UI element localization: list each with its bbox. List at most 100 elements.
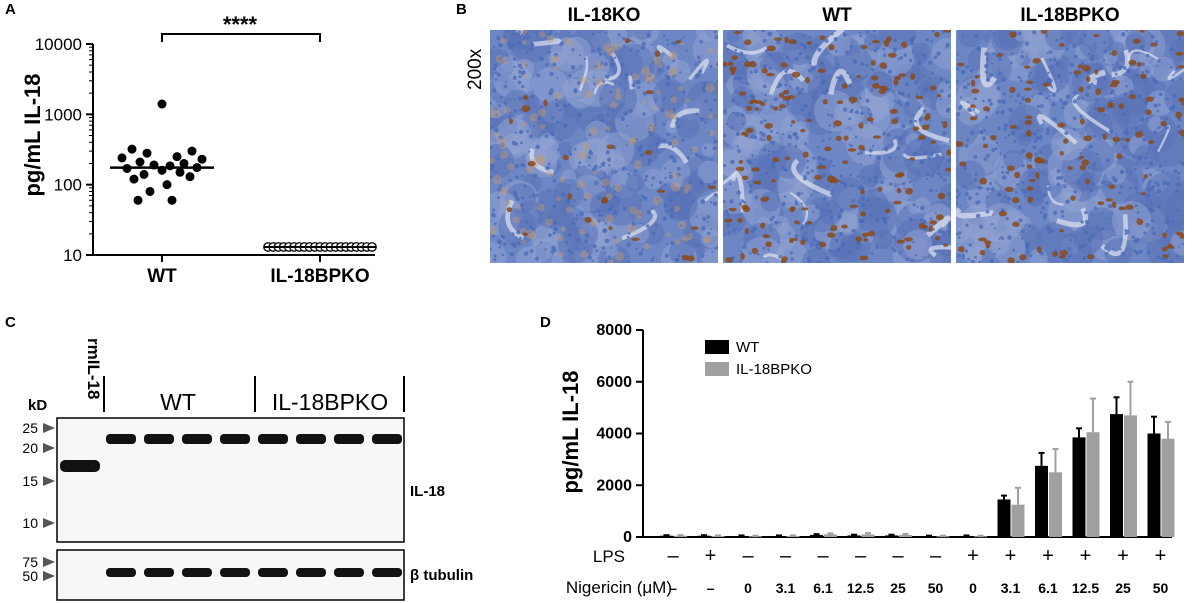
nucleus [1052, 93, 1056, 98]
nucleus [509, 252, 514, 257]
nucleus [834, 49, 838, 53]
stained-cell [978, 237, 987, 242]
stained-cell [805, 76, 810, 84]
nucleus [750, 134, 755, 139]
stained-cell [584, 216, 592, 223]
nucleus [499, 184, 503, 187]
nucleus [801, 202, 804, 205]
stained-cell [982, 106, 991, 112]
stained-cell [906, 245, 912, 250]
nucleus [1093, 134, 1097, 138]
faint-stain [529, 232, 537, 240]
nucleus [900, 92, 905, 96]
marker-arrow [43, 476, 55, 486]
stained-cell [508, 118, 514, 125]
faint-stain [631, 137, 636, 143]
nucleus [666, 82, 671, 87]
nucleus [929, 119, 932, 122]
nucleus [935, 189, 938, 192]
nucleus [671, 41, 675, 46]
nucleus [1148, 161, 1153, 166]
nucleus [682, 239, 687, 244]
nucleus [1078, 245, 1083, 250]
nucleus [724, 209, 729, 214]
nucleus [670, 241, 675, 245]
nucleus [865, 63, 869, 68]
stained-cell [1034, 156, 1043, 164]
stained-cell [915, 95, 924, 100]
tissue-texture [1112, 141, 1125, 155]
nucleus [712, 201, 718, 207]
stained-cell [958, 246, 965, 253]
nucleus [862, 175, 865, 179]
faint-stain [500, 151, 509, 160]
nucleus [923, 75, 926, 78]
nucleus [868, 113, 873, 117]
nucleus [733, 228, 736, 232]
nucleus [597, 210, 601, 214]
nucleus [1092, 162, 1096, 167]
nucleus [518, 75, 522, 79]
nucleus [889, 182, 893, 186]
faint-stain [493, 132, 499, 139]
nucleus [1084, 220, 1089, 224]
stroma-strand [704, 191, 718, 202]
nucleus [1145, 193, 1151, 199]
faint-stain [503, 59, 509, 65]
panel-letter-c: C [5, 314, 16, 331]
nucleus [710, 228, 713, 231]
nucleus [786, 101, 790, 106]
stained-cell [861, 232, 869, 238]
stained-cell [889, 108, 899, 114]
nucleus [845, 50, 849, 54]
data-point [135, 157, 145, 167]
nucleus [940, 121, 944, 124]
stained-cell [760, 222, 766, 229]
nucleus [991, 62, 994, 65]
nucleus [997, 126, 1001, 131]
nigericin-value: 25 [1115, 580, 1131, 596]
nucleus [515, 175, 519, 180]
nucleus [945, 80, 949, 84]
faint-stain [577, 150, 587, 160]
nucleus [673, 136, 676, 139]
tissue-texture [562, 216, 599, 252]
nucleus [903, 53, 908, 57]
nucleus [788, 135, 792, 140]
nucleus [665, 65, 671, 70]
kd-marker-label: 75 [22, 554, 38, 570]
nucleus [777, 82, 783, 88]
nucleus [794, 144, 798, 148]
nucleus [764, 93, 767, 97]
nucleus [1089, 57, 1094, 62]
faint-stain [603, 42, 614, 53]
nucleus [1021, 181, 1025, 185]
nucleus [585, 250, 590, 254]
nucleus [495, 108, 498, 111]
nucleus [860, 77, 863, 81]
nucleus [923, 150, 928, 156]
nucleus [808, 61, 812, 65]
nucleus [1049, 58, 1052, 62]
nucleus [502, 34, 507, 39]
nucleus [1174, 188, 1179, 194]
nucleus [796, 119, 800, 122]
nucleus [896, 146, 901, 151]
nucleus [966, 101, 969, 104]
nucleus [908, 180, 912, 184]
nucleus [551, 245, 556, 251]
nucleus [548, 90, 553, 96]
stained-cell [819, 241, 827, 248]
faint-stain [490, 108, 501, 119]
nucleus [855, 241, 861, 246]
nucleus [781, 166, 786, 171]
nucleus [676, 166, 681, 171]
stained-cell [946, 149, 951, 156]
nucleus [1007, 196, 1012, 201]
nucleus [1039, 210, 1043, 214]
nucleus [608, 164, 611, 167]
nucleus [698, 69, 703, 73]
nucleus [539, 56, 545, 62]
nucleus [1085, 92, 1090, 97]
